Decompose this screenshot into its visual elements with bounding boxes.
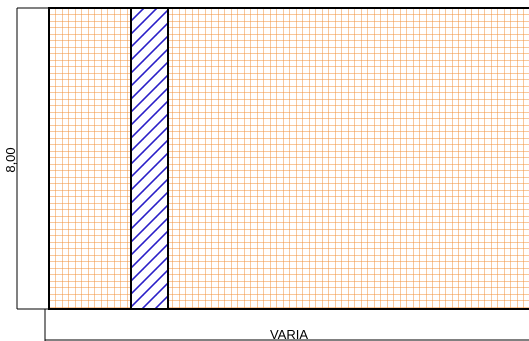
- grid-slab-area: [49, 8, 529, 309]
- slab-outline: [48, 7, 529, 310]
- width-dimension: VARIA: [44, 309, 529, 341]
- hatched-column-fill: [131, 8, 168, 309]
- width-dimension-label: VARIA: [270, 327, 308, 341]
- height-dimension: 8,00: [3, 7, 49, 310]
- height-dimension-label: 8,00: [3, 147, 18, 172]
